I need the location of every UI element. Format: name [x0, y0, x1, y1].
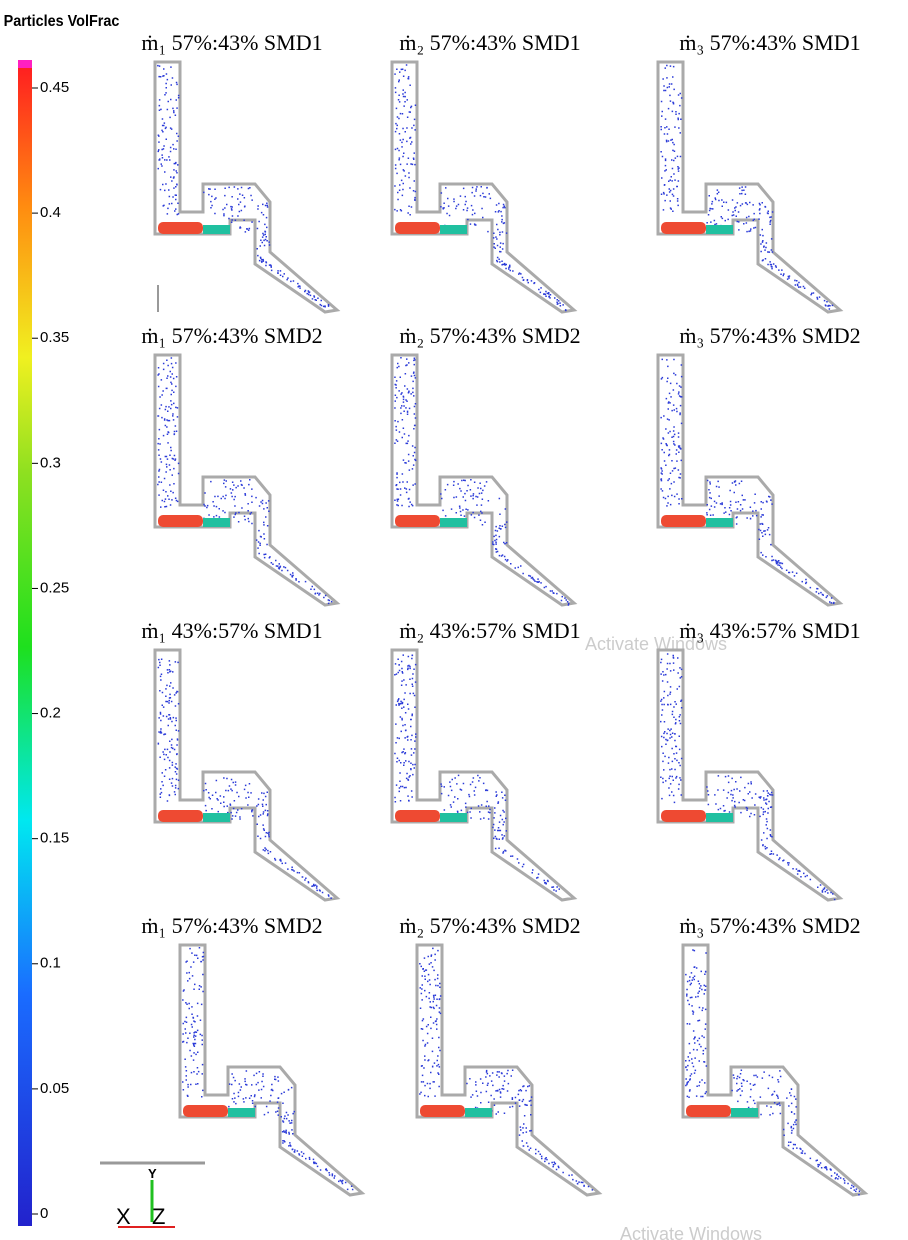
panel	[390, 353, 578, 607]
deposit-edge	[706, 225, 733, 234]
panel	[153, 648, 341, 902]
panel	[390, 648, 578, 902]
panel-label: ṁ₃ 57%:43% SMD2	[679, 323, 860, 348]
panel-label: ṁ₂ 57%:43% SMD1	[399, 30, 580, 55]
watermark: Activate Windows	[620, 1224, 762, 1240]
deposit	[158, 222, 203, 234]
tick-label: 0.35	[40, 329, 69, 346]
tick-label: 0.45	[40, 79, 69, 96]
watermark: Activate Windows	[585, 634, 727, 654]
deposit	[158, 810, 203, 822]
panel	[681, 943, 869, 1197]
geometry	[656, 353, 844, 607]
panel	[178, 943, 366, 1197]
deposit	[395, 810, 440, 822]
tick-label: 0.15	[40, 830, 69, 847]
deposit-edge	[440, 518, 467, 527]
panel-label: ṁ₂ 57%:43% SMD2	[399, 323, 580, 348]
geometry	[681, 943, 869, 1197]
deposit	[183, 1105, 228, 1117]
geometry	[390, 60, 578, 314]
deposit	[158, 515, 203, 527]
deposit	[420, 1105, 465, 1117]
deposit	[395, 515, 440, 527]
axis-triad: Y X Z	[100, 1161, 205, 1229]
deposit-edge	[465, 1108, 492, 1117]
deposit-edge	[203, 225, 230, 234]
geometry	[178, 943, 366, 1197]
panel-label: ṁ₂ 57%:43% SMD2	[399, 913, 580, 938]
panel	[415, 943, 603, 1197]
panel	[153, 353, 341, 607]
deposit-edge	[440, 813, 467, 822]
panel	[656, 60, 844, 314]
legend-top	[18, 60, 32, 68]
tick-label: 0.05	[40, 1080, 69, 1097]
deposit-edge	[228, 1108, 255, 1117]
panel-label: ṁ₃ 43%:57% SMD1	[679, 618, 860, 643]
panel	[656, 648, 844, 902]
panel	[390, 60, 578, 314]
axis-y: Y	[148, 1166, 157, 1181]
geometry	[390, 648, 578, 902]
colorbar	[18, 68, 32, 1226]
deposit-edge	[203, 813, 230, 822]
tick-label: 0.4	[40, 204, 61, 221]
panel-label: ṁ₂ 43%:57% SMD1	[399, 618, 580, 643]
axis-z: Z	[152, 1204, 165, 1229]
panel-label: ṁ₁ 43%:57% SMD1	[141, 618, 322, 643]
geometry	[153, 648, 341, 902]
panel	[153, 60, 341, 314]
tick-label: 0.1	[40, 955, 61, 972]
tick-label: 0.2	[40, 705, 61, 722]
deposit	[661, 515, 706, 527]
panel-label: ṁ₃ 57%:43% SMD1	[679, 30, 860, 55]
geometry	[153, 353, 341, 607]
panel-label: ṁ₁ 57%:43% SMD2	[141, 913, 322, 938]
geometry	[390, 353, 578, 607]
deposit-edge	[203, 518, 230, 527]
deposit	[395, 222, 440, 234]
tick-label: 0	[40, 1205, 48, 1222]
panel-label: ṁ₁ 57%:43% SMD1	[141, 30, 322, 55]
axis-x: X	[116, 1204, 131, 1229]
deposit-edge	[706, 518, 733, 527]
legend-title: Particles VolFrac	[4, 12, 120, 30]
geometry	[656, 60, 844, 314]
panel-label: ṁ₁ 57%:43% SMD2	[141, 323, 322, 348]
geometry	[656, 648, 844, 902]
geometry	[153, 60, 341, 314]
deposit-edge	[440, 225, 467, 234]
panel-label: ṁ₃ 57%:43% SMD2	[679, 913, 860, 938]
deposit	[661, 810, 706, 822]
tick-label: 0.25	[40, 579, 69, 596]
tick-label: 0.3	[40, 454, 61, 471]
deposit	[686, 1105, 731, 1117]
deposit	[661, 222, 706, 234]
deposit-edge	[731, 1108, 758, 1117]
deposit-edge	[706, 813, 733, 822]
panel	[656, 353, 844, 607]
